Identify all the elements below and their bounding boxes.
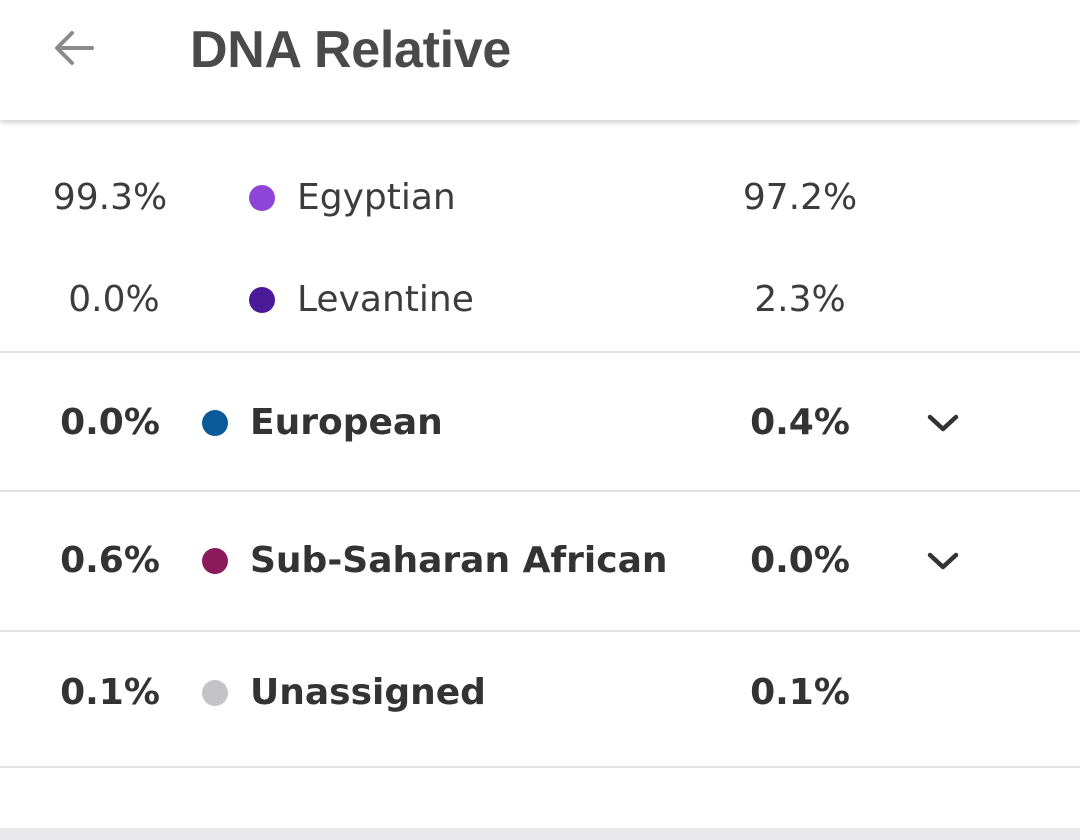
divider	[0, 766, 1080, 768]
your-percent: 99.3%	[52, 177, 168, 218]
color-dot-unassigned	[202, 680, 228, 706]
chevron-down-icon	[927, 552, 959, 570]
list-item-sub-saharan-african[interactable]: 0.6% Sub-Saharan African 0.0%	[0, 539, 1080, 583]
region-label: Unassigned	[250, 672, 486, 713]
region-label: Egyptian	[297, 177, 456, 218]
your-percent: 0.0%	[60, 402, 160, 443]
color-dot-sub-saharan-african	[202, 548, 228, 574]
relative-percent: 97.2%	[742, 177, 858, 218]
color-dot-levantine	[249, 287, 275, 313]
relative-percent: 0.4%	[750, 402, 850, 443]
divider	[0, 351, 1080, 353]
color-dot-european	[202, 410, 228, 436]
region-label: Levantine	[297, 279, 474, 320]
expand-button[interactable]	[918, 541, 968, 581]
list-item-european[interactable]: 0.0% European 0.4%	[0, 401, 1080, 445]
bottom-bar	[0, 828, 1080, 840]
your-percent: 0.1%	[60, 672, 160, 713]
relative-percent: 0.1%	[750, 672, 850, 713]
region-label: Sub-Saharan African	[250, 540, 668, 581]
expand-button[interactable]	[918, 403, 968, 443]
divider	[0, 490, 1080, 492]
arrow-left-icon	[55, 31, 94, 65]
divider	[0, 630, 1080, 632]
back-button[interactable]	[40, 20, 108, 76]
your-percent: 0.0%	[68, 279, 160, 320]
color-dot-egyptian	[249, 185, 275, 211]
chevron-down-icon	[927, 414, 959, 432]
relative-percent: 0.0%	[750, 540, 850, 581]
list-item-egyptian: 99.3% Egyptian 97.2%	[0, 176, 1080, 220]
page-title: DNA Relative	[190, 21, 512, 79]
region-label: European	[250, 402, 443, 443]
app-header: DNA Relative	[0, 0, 1080, 120]
ancestry-comparison-list: 99.3% Egyptian 97.2% 0.0% Levantine 2.3%…	[0, 120, 1080, 840]
list-item-unassigned: 0.1% Unassigned 0.1%	[0, 671, 1080, 715]
relative-percent: 2.3%	[754, 279, 846, 320]
list-item-levantine: 0.0% Levantine 2.3%	[0, 278, 1080, 322]
your-percent: 0.6%	[60, 540, 160, 581]
